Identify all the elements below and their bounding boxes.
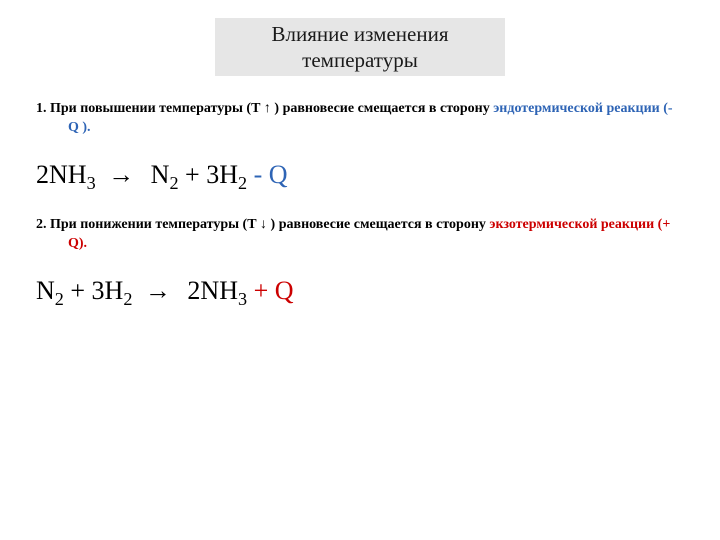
eq2-r-coef: 2 bbox=[187, 276, 200, 305]
eq2-l2-species: H bbox=[105, 276, 124, 305]
para1-tail: ). bbox=[79, 120, 91, 135]
slide: Влияние изменения температуры 1. При пов… bbox=[0, 0, 720, 540]
paragraph-1: 1. При повышении температуры (Т ↑ ) равн… bbox=[36, 100, 676, 138]
eq1-q: Q bbox=[269, 160, 288, 189]
title-box: Влияние изменения температуры bbox=[215, 18, 505, 76]
title-line-2: температуры bbox=[302, 48, 418, 72]
title-line-1: Влияние изменения bbox=[272, 22, 449, 46]
eq2-l1-sub: 2 bbox=[55, 289, 64, 309]
eq1-lhs-species: NH bbox=[49, 160, 87, 189]
eq1-r1-sub: 2 bbox=[169, 173, 178, 193]
para2-lead: 2. При понижении температуры (Т ↓ ) равн… bbox=[36, 217, 489, 232]
eq1-arrow: → bbox=[108, 160, 134, 189]
equation-2: N2 + 3H2 → 2NH3 + Q bbox=[36, 276, 676, 310]
eq2-q: Q bbox=[275, 276, 294, 305]
eq1-plus: + bbox=[179, 160, 207, 189]
eq2-l2-sub: 2 bbox=[123, 289, 132, 309]
eq2-plus: + bbox=[64, 276, 92, 305]
para1-q: Q bbox=[68, 120, 79, 135]
eq1-r2-coef: 3 bbox=[206, 160, 219, 189]
slide-title: Влияние изменения температуры bbox=[272, 21, 449, 74]
eq1-lhs-sub: 3 bbox=[87, 173, 96, 193]
slide-body: 1. При повышении температуры (Т ↑ ) равн… bbox=[36, 100, 676, 332]
equation-1: 2NH3 → N2 + 3H2 - Q bbox=[36, 160, 676, 194]
eq1-r2-sub: 2 bbox=[238, 173, 247, 193]
para1-lead: 1. При повышении температуры (Т ↑ ) равн… bbox=[36, 101, 493, 116]
eq1-r1-species: N bbox=[151, 160, 170, 189]
eq2-r-species: NH bbox=[200, 276, 238, 305]
eq1-q-sign: - bbox=[247, 160, 269, 189]
eq2-arrow: → bbox=[145, 276, 171, 305]
eq2-l1-species: N bbox=[36, 276, 55, 305]
eq1-r2-species: H bbox=[219, 160, 238, 189]
paragraph-2: 2. При понижении температуры (Т ↓ ) равн… bbox=[36, 216, 676, 254]
para1-endo: эндотермической реакции (- bbox=[493, 101, 672, 116]
eq2-q-sign: + bbox=[247, 276, 275, 305]
eq1-lhs-coef: 2 bbox=[36, 160, 49, 189]
eq2-r-sub: 3 bbox=[238, 289, 247, 309]
eq2-l2-coef: 3 bbox=[92, 276, 105, 305]
